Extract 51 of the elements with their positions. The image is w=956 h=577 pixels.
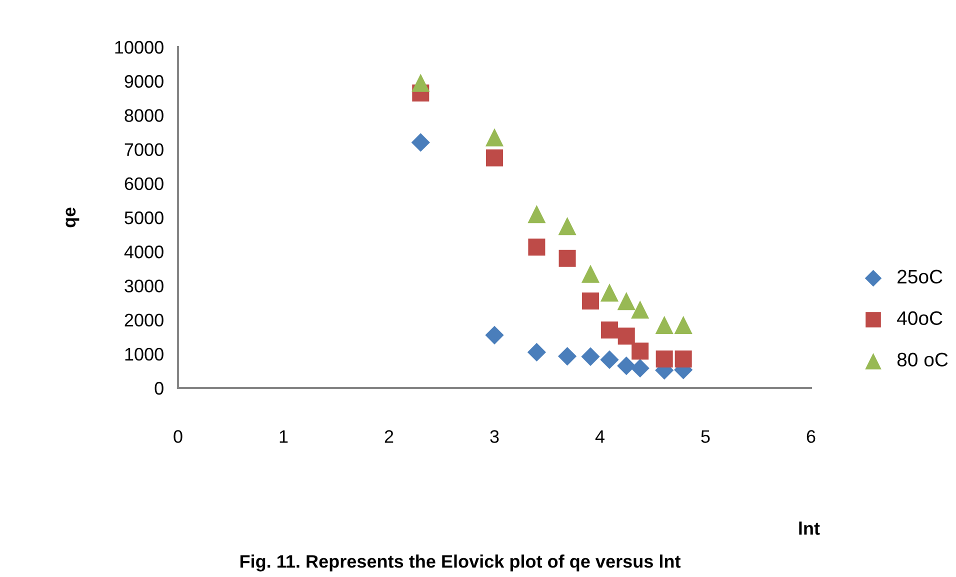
point — [528, 205, 546, 224]
point — [528, 238, 546, 256]
y-tick-label: 6000 — [124, 177, 164, 190]
y-tick-label: 10000 — [115, 40, 164, 54]
point — [581, 347, 600, 366]
x-tick-label: 2 — [384, 430, 394, 443]
point — [630, 358, 650, 378]
caption: Fig. 11. Represents the Elovick plot of qe versus lnt — [240, 554, 681, 572]
x-tick-label: 5 — [701, 430, 710, 443]
x-axis-title: lnt — [799, 522, 820, 535]
point — [412, 74, 430, 92]
legend-label: 40oC — [897, 311, 942, 326]
y-tick-label: 0 — [154, 382, 164, 395]
point — [617, 356, 636, 376]
y-tick-label: 7000 — [124, 143, 164, 156]
point — [600, 350, 619, 370]
point — [600, 322, 618, 339]
point — [411, 133, 430, 152]
point — [632, 342, 649, 360]
point — [558, 250, 576, 267]
y-tick-label: 5000 — [124, 211, 164, 224]
point — [656, 350, 673, 368]
point — [558, 346, 577, 366]
point — [674, 316, 692, 334]
point — [617, 292, 636, 310]
point — [558, 216, 576, 236]
legend-label: 25oC — [898, 270, 942, 284]
y-tick-label: 2000 — [124, 314, 164, 327]
y-tick-label: 9000 — [124, 75, 164, 88]
legend-label: 80 oC — [897, 352, 948, 366]
y-tick-label: 8000 — [124, 109, 164, 122]
point — [674, 350, 692, 368]
point — [581, 264, 600, 283]
x-tick-label: 3 — [490, 430, 499, 443]
y-tick-label: 1000 — [125, 348, 164, 361]
x-tick-label: 6 — [806, 430, 816, 443]
point — [582, 292, 600, 310]
point — [486, 149, 504, 166]
point — [600, 283, 619, 302]
point — [631, 300, 650, 319]
y-axis-title: qe — [66, 208, 80, 228]
x-tick-label: 4 — [595, 430, 604, 443]
point — [618, 328, 635, 345]
point — [655, 316, 674, 334]
point — [485, 128, 504, 146]
point — [527, 342, 546, 362]
x-tick-label: 0 — [174, 430, 182, 443]
y-tick-label: 3000 — [124, 280, 164, 292]
x-tick-label: 1 — [280, 430, 288, 443]
y-tick-label: 4000 — [124, 246, 164, 258]
point — [485, 326, 504, 344]
